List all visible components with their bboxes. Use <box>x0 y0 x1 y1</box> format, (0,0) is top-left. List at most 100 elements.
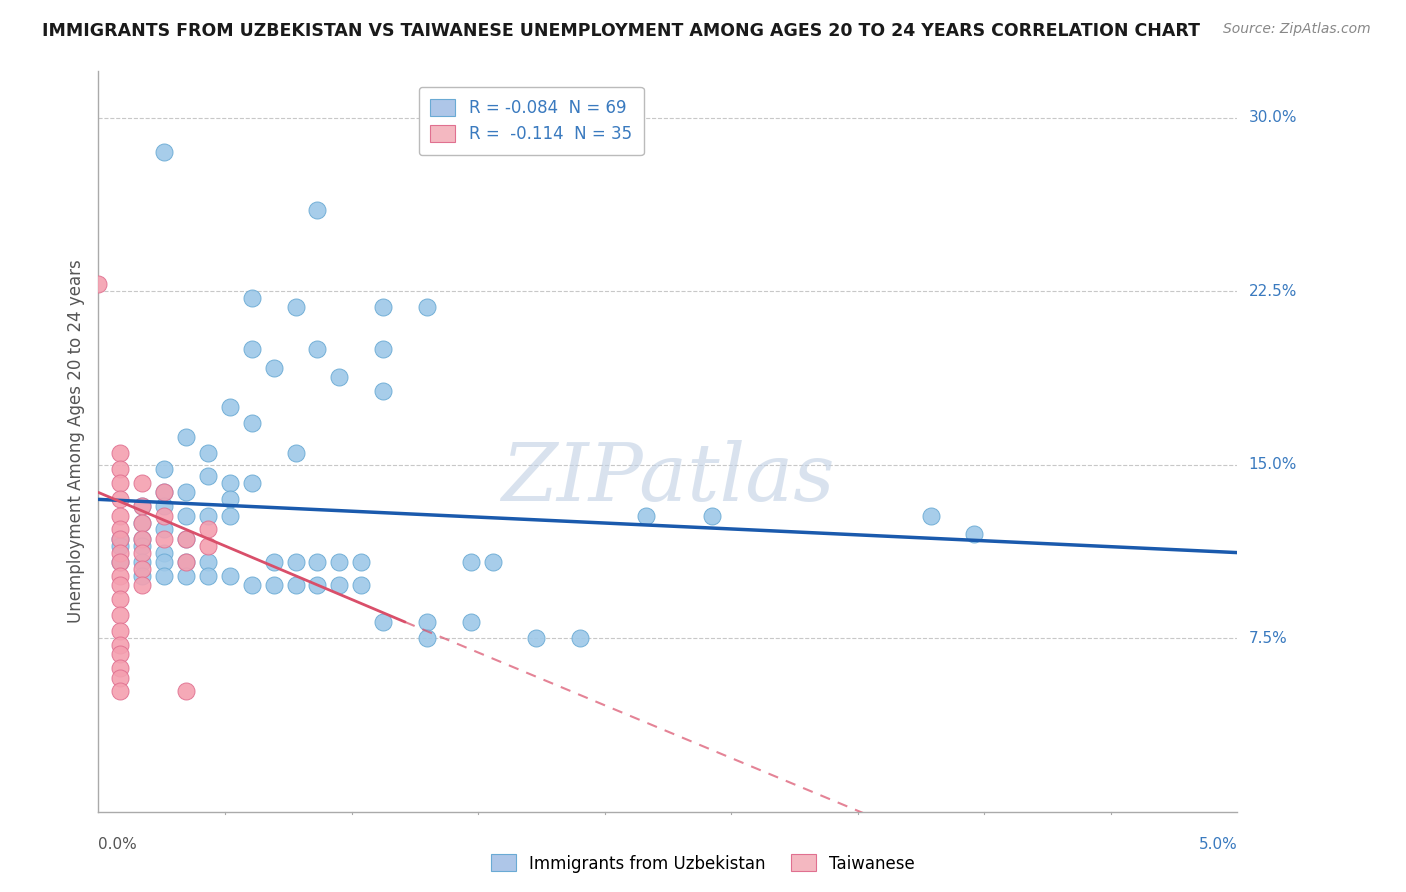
Point <box>110 555 132 569</box>
Point <box>153 462 176 476</box>
Point <box>174 532 197 546</box>
Point <box>110 492 132 507</box>
Point <box>197 568 219 582</box>
Point <box>174 485 197 500</box>
Point <box>153 485 176 500</box>
Point <box>110 684 132 698</box>
Point <box>110 671 132 685</box>
Point <box>110 555 132 569</box>
Point <box>700 508 723 523</box>
Point <box>110 568 132 582</box>
Point <box>131 532 153 546</box>
Point <box>131 516 153 530</box>
Point <box>307 555 329 569</box>
Point <box>263 578 285 592</box>
Point <box>284 555 307 569</box>
Point <box>197 508 219 523</box>
Point <box>110 608 132 623</box>
Point <box>110 532 132 546</box>
Point <box>110 523 132 537</box>
Point <box>240 578 263 592</box>
Point <box>263 555 285 569</box>
Point <box>153 500 176 514</box>
Legend: R = -0.084  N = 69, R =  -0.114  N = 35: R = -0.084 N = 69, R = -0.114 N = 35 <box>419 87 644 155</box>
Point <box>174 684 197 698</box>
Point <box>110 539 132 553</box>
Legend: Immigrants from Uzbekistan, Taiwanese: Immigrants from Uzbekistan, Taiwanese <box>485 847 921 880</box>
Point <box>131 545 153 560</box>
Point <box>153 545 176 560</box>
Point <box>350 578 373 592</box>
Point <box>284 578 307 592</box>
Point <box>131 476 153 491</box>
Point <box>371 615 394 629</box>
Point <box>110 648 132 662</box>
Point <box>174 508 197 523</box>
Point <box>218 400 240 414</box>
Point <box>328 369 350 384</box>
Point <box>460 555 482 569</box>
Point <box>174 555 197 569</box>
Point <box>131 516 153 530</box>
Text: 15.0%: 15.0% <box>1249 458 1296 472</box>
Point <box>131 578 153 592</box>
Point <box>263 360 285 375</box>
Text: 7.5%: 7.5% <box>1249 631 1286 646</box>
Text: 0.0%: 0.0% <box>98 837 138 852</box>
Point <box>307 342 329 356</box>
Point <box>240 476 263 491</box>
Point <box>307 578 329 592</box>
Point <box>416 301 439 315</box>
Point <box>197 446 219 460</box>
Point <box>110 508 132 523</box>
Text: 30.0%: 30.0% <box>1249 110 1296 125</box>
Point <box>174 532 197 546</box>
Point <box>284 446 307 460</box>
Point <box>371 342 394 356</box>
Point <box>174 555 197 569</box>
Point <box>153 555 176 569</box>
Point <box>371 301 394 315</box>
Point <box>197 523 219 537</box>
Point <box>284 301 307 315</box>
Point <box>131 562 153 576</box>
Point <box>153 508 176 523</box>
Text: ZIPatlas: ZIPatlas <box>501 440 835 517</box>
Point <box>153 145 176 160</box>
Point <box>218 492 240 507</box>
Point <box>110 476 132 491</box>
Point <box>110 578 132 592</box>
Point <box>153 485 176 500</box>
Text: IMMIGRANTS FROM UZBEKISTAN VS TAIWANESE UNEMPLOYMENT AMONG AGES 20 TO 24 YEARS C: IMMIGRANTS FROM UZBEKISTAN VS TAIWANESE … <box>42 22 1201 40</box>
Text: 5.0%: 5.0% <box>1198 837 1237 852</box>
Point <box>526 631 548 645</box>
Point <box>307 203 329 218</box>
Point <box>350 555 373 569</box>
Point <box>110 661 132 675</box>
Point <box>218 568 240 582</box>
Point <box>153 568 176 582</box>
Point <box>460 615 482 629</box>
Point <box>197 469 219 483</box>
Point <box>131 539 153 553</box>
Point <box>920 508 942 523</box>
Point <box>240 342 263 356</box>
Point <box>174 568 197 582</box>
Point <box>218 508 240 523</box>
Point <box>131 555 153 569</box>
Text: 22.5%: 22.5% <box>1249 284 1296 299</box>
Point <box>328 555 350 569</box>
Point <box>110 591 132 606</box>
Point <box>110 638 132 652</box>
Point <box>569 631 592 645</box>
Text: Source: ZipAtlas.com: Source: ZipAtlas.com <box>1223 22 1371 37</box>
Point <box>416 631 439 645</box>
Point <box>110 462 132 476</box>
Point <box>240 291 263 305</box>
Point <box>131 568 153 582</box>
Point <box>110 532 132 546</box>
Point <box>131 500 153 514</box>
Point <box>131 500 153 514</box>
Point <box>218 476 240 491</box>
Point <box>87 277 110 292</box>
